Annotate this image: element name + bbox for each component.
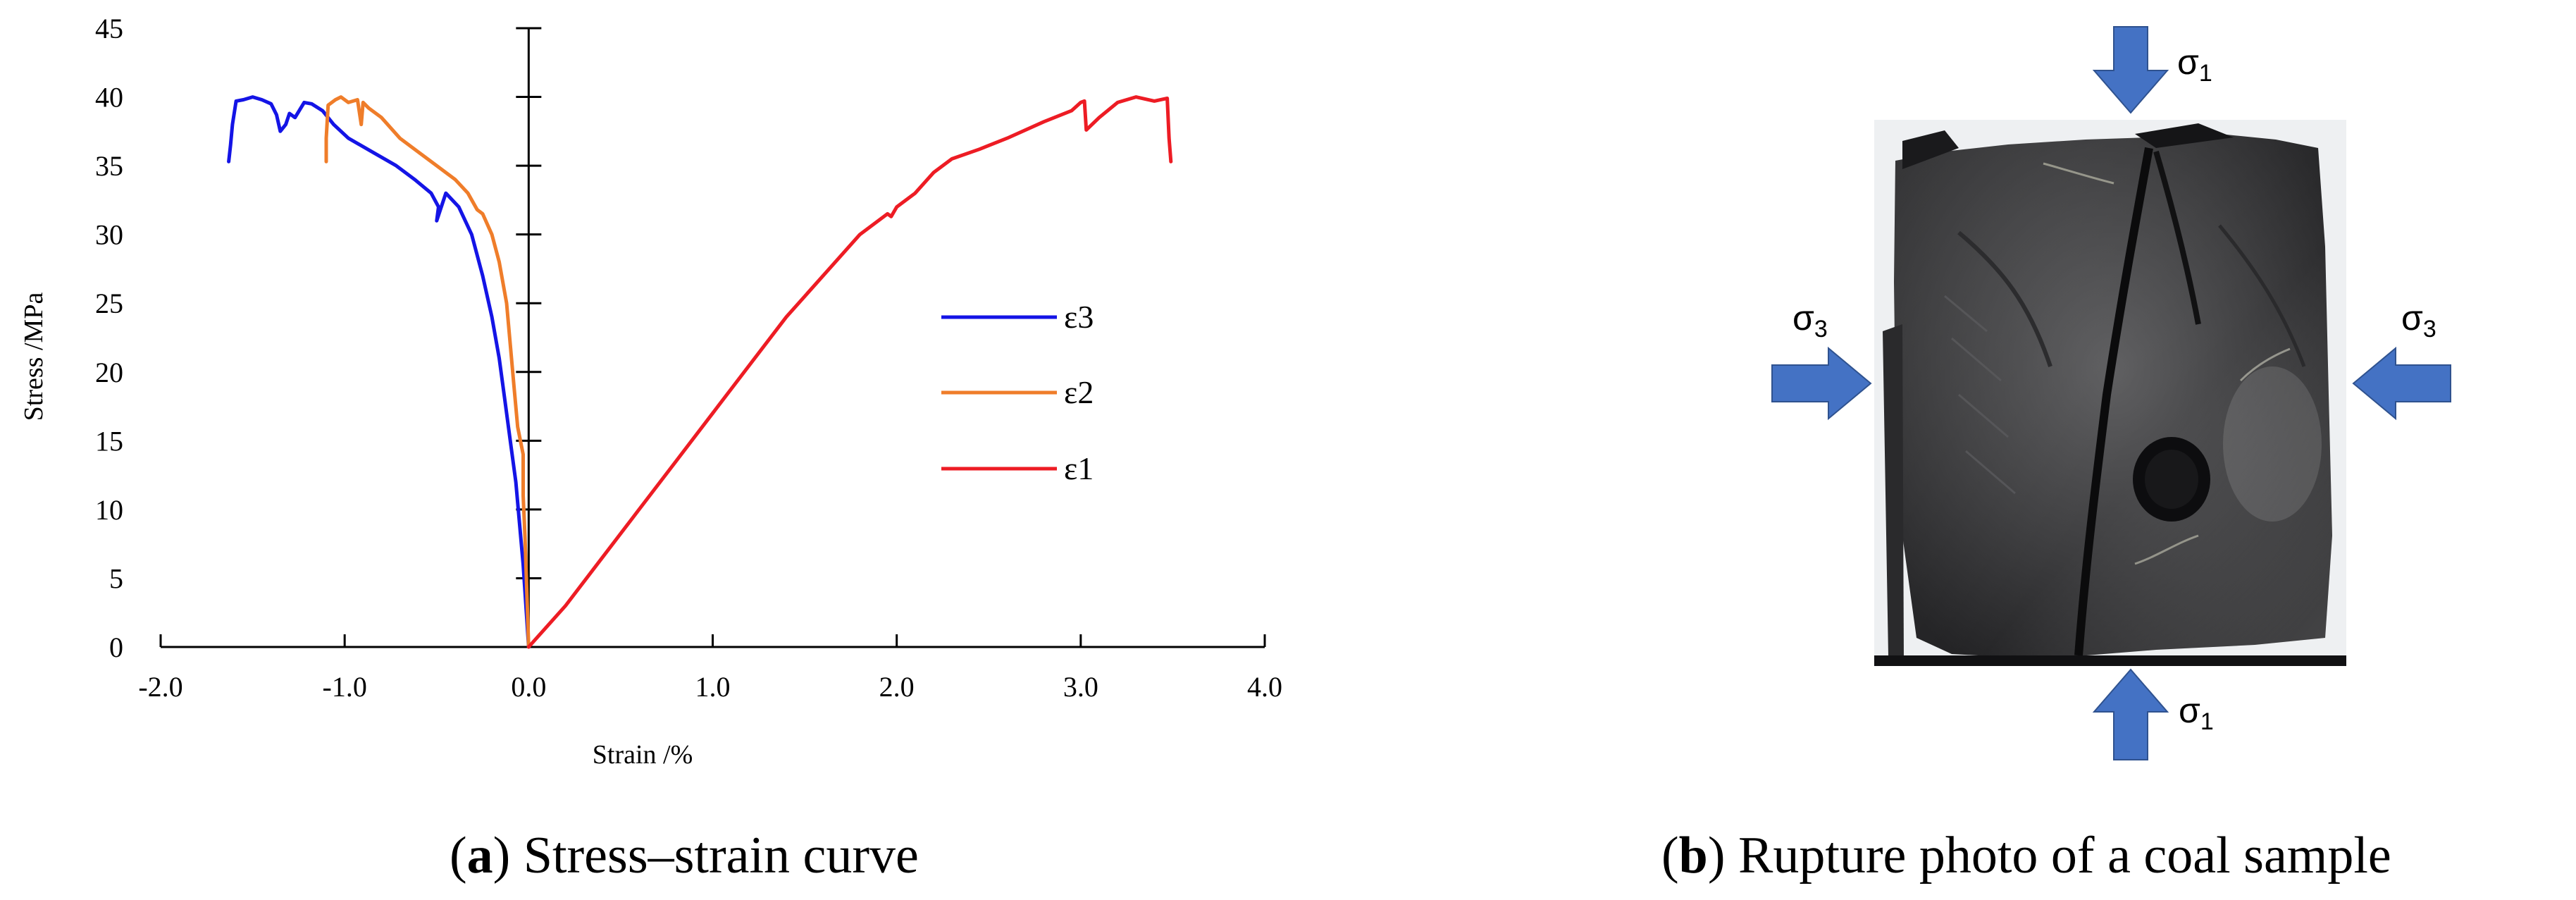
coal-sample-photo-panel: σ1 σ1 σ3 σ3 <box>1771 26 2451 760</box>
y-tick-label: 15 <box>95 425 123 457</box>
y-tick-label: 35 <box>95 150 123 182</box>
legend-label-e1: ε1 <box>1064 450 1094 486</box>
y-tick-label: 10 <box>95 494 123 526</box>
x-axis-ticks: -2.0 -1.0 0.0 1.0 2.0 3.0 4.0 <box>138 634 1282 703</box>
sigma1-top-label: σ1 <box>2177 42 2212 87</box>
y-tick-label: 40 <box>95 82 123 113</box>
x-tick-label: 4.0 <box>1247 671 1282 703</box>
sigma3-right-label: σ3 <box>2401 298 2436 343</box>
y-tick-label: 20 <box>95 357 123 388</box>
legend-label-e2: ε2 <box>1064 374 1094 410</box>
chart-series <box>227 95 1173 649</box>
y-tick-label: 0 <box>109 631 123 663</box>
series-line-e2 <box>324 95 531 649</box>
sigma1-bottom-arrow-icon <box>2092 668 2169 760</box>
x-tick-label: 2.0 <box>879 671 915 703</box>
x-tick-label: -2.0 <box>138 671 182 703</box>
y-axis-ticks: 0 5 10 15 20 25 30 35 40 45 <box>95 13 542 663</box>
y-tick-label: 25 <box>95 288 123 319</box>
y-tick-label: 45 <box>95 13 123 44</box>
sigma3-left-arrow-icon <box>1771 346 1872 421</box>
stress-strain-chart: -2.0 -1.0 0.0 1.0 2.0 3.0 4.0 0 5 10 15 20 25 30 35 40… <box>19 13 1282 770</box>
y-tick-label: 30 <box>95 219 123 251</box>
sigma1-top-arrow-icon <box>2092 26 2169 114</box>
sigma1-bottom-label: σ1 <box>2179 691 2214 735</box>
legend-label-e3: ε3 <box>1064 299 1094 335</box>
x-tick-label: -1.0 <box>323 671 367 703</box>
chart-legend: ε3 ε2 ε1 <box>941 299 1094 486</box>
y-tick-label: 5 <box>109 562 123 594</box>
series-line-e3 <box>227 95 531 649</box>
series-line-e1 <box>526 95 1173 649</box>
y-axis-title: Stress /MPa <box>19 292 49 421</box>
x-tick-label: 0.0 <box>511 671 546 703</box>
coal-sample-photo <box>1874 120 2346 666</box>
caption-b: (b) Rupture photo of a coal sample <box>1661 827 2391 884</box>
sigma3-left-label: σ3 <box>1792 298 1828 343</box>
x-tick-label: 3.0 <box>1063 671 1098 703</box>
x-axis-title: Strain /% <box>593 740 693 770</box>
x-tick-label: 1.0 <box>695 671 731 703</box>
caption-a: (a) Stress–strain curve <box>450 827 919 884</box>
sigma3-right-arrow-icon <box>2352 346 2451 421</box>
